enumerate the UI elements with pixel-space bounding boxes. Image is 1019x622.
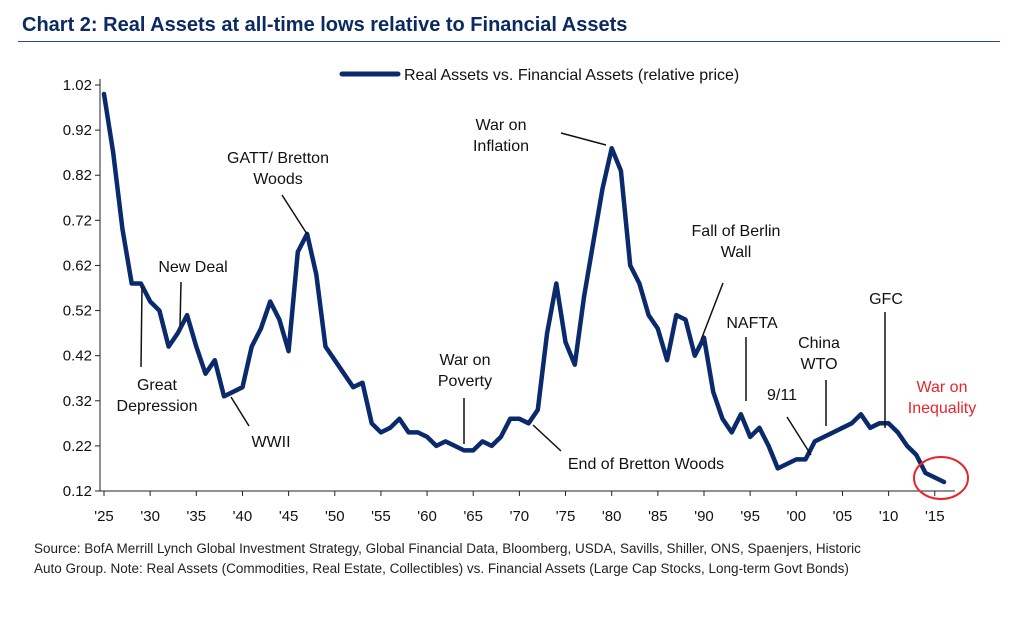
annotation-label: War on Inflation [473, 117, 529, 155]
x-tick-label: '55 [371, 508, 391, 525]
annotation-label: China WTO [798, 335, 840, 373]
x-tick-label: '45 [279, 508, 299, 525]
x-tick-label: '40 [233, 508, 253, 525]
annotation-label: Fall of Berlin Wall [692, 223, 781, 261]
y-tick-label: 0.22 [63, 438, 92, 455]
annotation-label: GATT/ Bretton Woods [227, 150, 329, 188]
x-tick-label: '75 [556, 508, 576, 525]
x-tick-label: '85 [648, 508, 668, 525]
x-tick-label: '30 [140, 508, 160, 525]
annotation-label: NAFTA [726, 315, 778, 332]
annotation-label: End of Bretton Woods [568, 456, 724, 473]
x-tick-label: '00 [787, 508, 807, 525]
annotation-label: War on Poverty [438, 352, 492, 390]
annotation-leader [179, 281, 182, 327]
source-line-1: Source: BofA Merrill Lynch Global Invest… [34, 541, 861, 556]
x-tick-label: '10 [879, 508, 899, 525]
legend: Real Assets vs. Financial Assets (relati… [339, 67, 739, 84]
y-tick-label: 1.02 [63, 77, 92, 94]
x-tick-label: '95 [740, 508, 760, 525]
x-tick-label: '80 [602, 508, 622, 525]
y-tick-label: 0.62 [63, 257, 92, 274]
x-tick-label: '25 [94, 508, 114, 525]
x-tick-label: '50 [325, 508, 345, 525]
highlight-circle [913, 456, 969, 500]
y-tick-label: 0.42 [63, 348, 92, 365]
annotation-label: New Deal [158, 259, 227, 276]
x-axis-ticks: '25 '30 '35 '40 '45 '50 '55 '60 '65 '70 '75 '80 '85 '… [94, 491, 945, 525]
x-tick-label: '65 [463, 508, 483, 525]
legend-label: Real Assets vs. Financial Assets (relati… [404, 67, 739, 84]
series-line [101, 91, 947, 485]
annotation-leader [786, 416, 812, 456]
series-group [101, 91, 947, 485]
annotation-label: War on Inequality [908, 379, 977, 417]
annotation-leader [230, 396, 250, 427]
annotation-leader [532, 424, 562, 452]
y-tick-label: 0.92 [63, 122, 92, 139]
x-tick-label: '90 [694, 508, 714, 525]
annotation-leader [560, 132, 607, 146]
annotation-label: 9/11 [767, 387, 797, 404]
title-underline [18, 41, 1000, 42]
annotation-leader [281, 194, 308, 235]
chart-title: Chart 2: Real Assets at all-time lows re… [22, 14, 628, 36]
annotations-group: Great Depression New Deal GATT/ Bretton Wood… [117, 117, 977, 500]
x-tick-label: '15 [925, 508, 945, 525]
y-tick-label: 0.32 [63, 393, 92, 410]
x-tick-label: '70 [510, 508, 530, 525]
x-tick-label: '35 [187, 508, 207, 525]
source-line-2: Auto Group. Note: Real Assets (Commoditi… [34, 561, 849, 576]
annotation-label: WWII [251, 434, 290, 451]
annotation-leader [140, 286, 143, 368]
y-axis-ticks: 1.02 0.92 0.82 0.72 0.62 0.52 0.42 0.32 0.22 0.12 [63, 77, 100, 500]
annotation-label: GFC [869, 291, 903, 308]
annotation-leader [700, 282, 724, 341]
annotation-label: Great Depression [117, 377, 198, 415]
y-tick-label: 0.82 [63, 167, 92, 184]
y-tick-label: 0.72 [63, 212, 92, 229]
y-tick-label: 0.52 [63, 303, 92, 320]
x-tick-label: '05 [833, 508, 853, 525]
x-tick-label: '60 [417, 508, 437, 525]
y-tick-label: 0.12 [63, 483, 92, 500]
source-note: Source: BofA Merrill Lynch Global Invest… [34, 539, 994, 579]
